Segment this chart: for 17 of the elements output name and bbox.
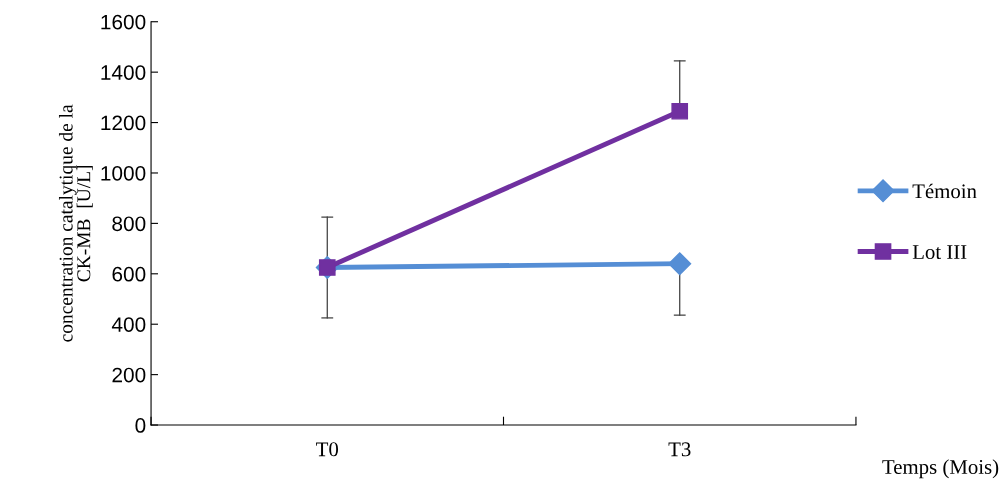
legend-label: Témoin xyxy=(912,183,977,199)
y-tick-label: 1000 xyxy=(101,165,146,181)
y-tick-label: 200 xyxy=(112,367,146,383)
y-tick-label: 1200 xyxy=(101,115,146,131)
y-tick-label: 0 xyxy=(135,418,146,433)
y-axis-title: concentration catalytique de la CK-MB [U/L] xyxy=(58,104,93,342)
x-tick-label: T3 xyxy=(668,442,691,457)
y-tick-label: 1400 xyxy=(101,65,146,80)
y-tick-label: 800 xyxy=(112,216,146,232)
point xyxy=(668,252,692,276)
x-tick-label: T0 xyxy=(316,442,339,457)
x-axis-title: Temps (Mois) xyxy=(882,459,999,479)
point xyxy=(671,102,689,120)
y-tick-label: 400 xyxy=(111,317,146,332)
y-tick-label: 600 xyxy=(112,266,146,282)
legend-label: Lot III xyxy=(912,245,967,260)
y-tick-label: 1600 xyxy=(101,14,146,30)
